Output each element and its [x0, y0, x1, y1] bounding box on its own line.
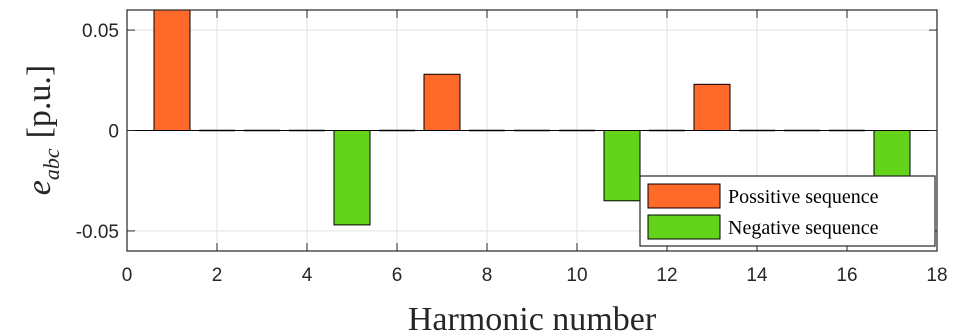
x-tick-label: 10: [566, 265, 587, 286]
x-tick-label: 16: [836, 265, 857, 286]
x-tick-label: 12: [656, 265, 677, 286]
x-tick-label: 18: [926, 265, 947, 286]
legend-swatch-negative: [647, 214, 721, 240]
legend-label-negative: Negative sequence: [728, 217, 879, 239]
y-axis-unit: [p.u.]: [21, 65, 58, 139]
bar: [153, 9, 191, 131]
bar: [423, 73, 461, 132]
x-tick-label: 4: [302, 265, 313, 286]
x-tick-label: 0: [122, 265, 133, 286]
x-axis-title: Harmonic number: [408, 301, 657, 336]
x-tick-label: 8: [482, 265, 493, 286]
legend-swatch-positive: [647, 183, 721, 209]
bars: [153, 9, 911, 226]
y-tick-label: 0: [108, 122, 119, 143]
y-axis-subscript: abc: [39, 148, 64, 180]
svg-text:eabc[p.u.]: eabc [p.u.]: [21, 65, 64, 196]
bar: [603, 130, 641, 202]
x-tick-label: 14: [746, 265, 768, 286]
bar: [333, 130, 371, 226]
axis-ticks: 0 2 4 6 8 10 12 14 16 18 0.05 0 -0.05: [76, 10, 948, 286]
y-axis-symbol: e: [21, 180, 58, 195]
y-tick-label: -0.05: [76, 222, 119, 243]
x-tick-label: 2: [212, 265, 223, 286]
x-tick-label: 6: [392, 265, 403, 286]
legend: Possitive sequence Negative sequence: [639, 175, 936, 247]
bar: [693, 83, 731, 131]
y-tick-label: 0.05: [82, 21, 119, 42]
legend-label-positive: Possitive sequence: [728, 186, 879, 208]
y-axis-title: eabc [p.u.]: [21, 65, 64, 196]
